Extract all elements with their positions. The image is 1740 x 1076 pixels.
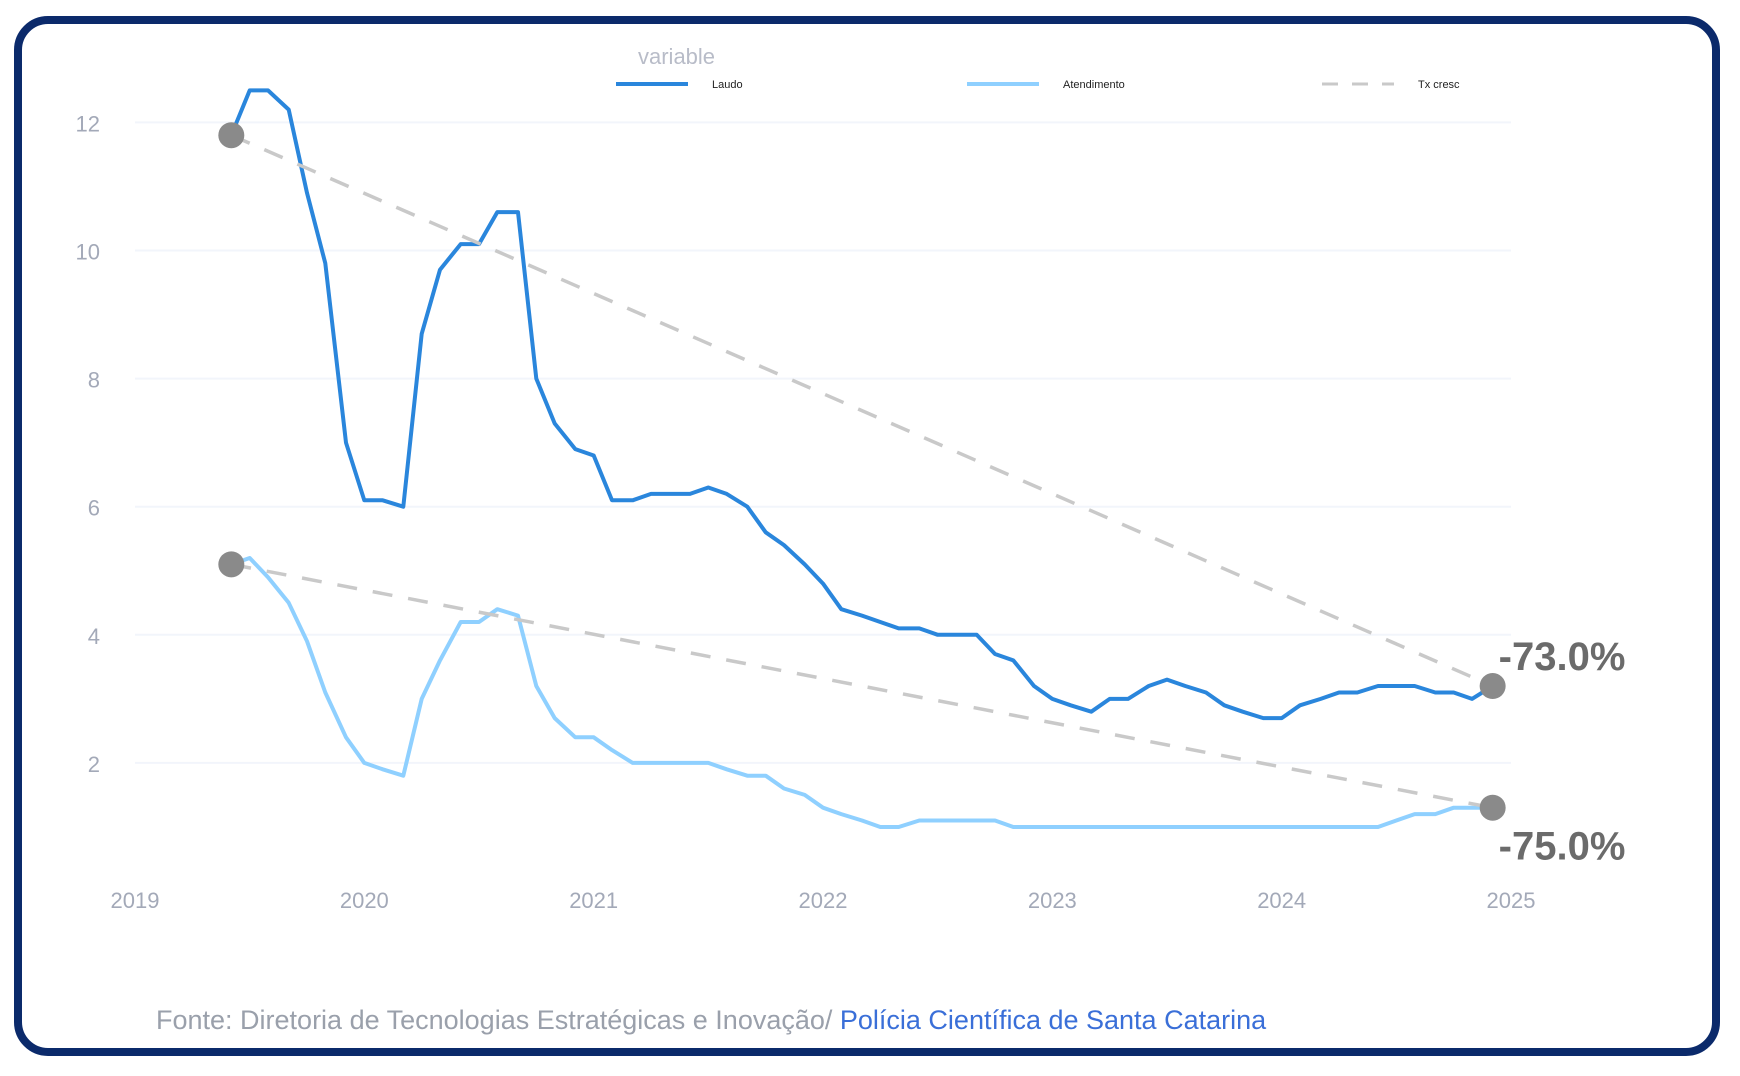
legend-title: variable [638,44,716,69]
x-tick-label: 2022 [799,888,848,913]
legend-label: Tx cresc [1418,79,1460,91]
trend-line [230,133,1494,688]
change-annotation: -75.0% [1499,825,1626,869]
legend-label: Laudo [712,79,743,91]
y-tick-label: 12 [76,111,100,136]
line-chart: 2 4 6 8 10 12 2019 2020 2021 2022 2023 2024 2025 Laud… [76,79,1626,913]
source-prefix: Fonte: Diretoria de Tecnologias Estratég… [156,1005,840,1035]
x-tick-label: 2019 [111,888,160,913]
y-tick-label: 4 [88,624,100,649]
data-line: Dados: Base de dados SIRSAELP [156,1040,1266,1048]
trend-endpoint-marker [1479,794,1506,821]
y-tick-label: 2 [88,752,100,777]
legend-label: Atendimento [1063,79,1125,91]
x-tick-label: 2021 [569,888,618,913]
series-line-atendimento [230,556,1493,829]
source-link[interactable]: Polícia Científica de Santa Catarina [839,1005,1267,1035]
change-annotation: -73.0% [1499,635,1626,679]
x-tick-label: 2024 [1257,888,1306,913]
series-line-laudo [229,88,1494,721]
chart-frame: variable 2 4 6 8 10 12 2019 2020 2021 2022 2023 202… [14,16,1720,1056]
x-tick-label: 2020 [340,888,389,913]
y-tick-label: 6 [88,496,100,521]
trend-endpoint-marker [218,551,245,578]
x-tick-label: 2023 [1028,888,1077,913]
source-line: Fonte: Diretoria de Tecnologias Estratég… [156,1000,1266,1040]
y-tick-label: 8 [88,368,100,393]
x-tick-label: 2025 [1487,888,1536,913]
trend-endpoint-marker [1479,673,1506,700]
chart-footer: Fonte: Diretoria de Tecnologias Estratég… [156,1000,1266,1048]
trend-endpoint-marker [218,122,245,149]
y-tick-label: 10 [76,240,100,265]
trend-line [230,562,1493,810]
